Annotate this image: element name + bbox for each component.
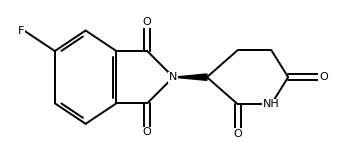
Text: N: N [169,72,177,82]
Text: O: O [233,129,242,139]
Text: F: F [18,25,24,35]
Text: O: O [143,17,152,27]
Text: O: O [319,72,328,82]
Text: O: O [143,127,152,137]
Polygon shape [173,74,207,80]
Text: NH: NH [263,99,280,109]
